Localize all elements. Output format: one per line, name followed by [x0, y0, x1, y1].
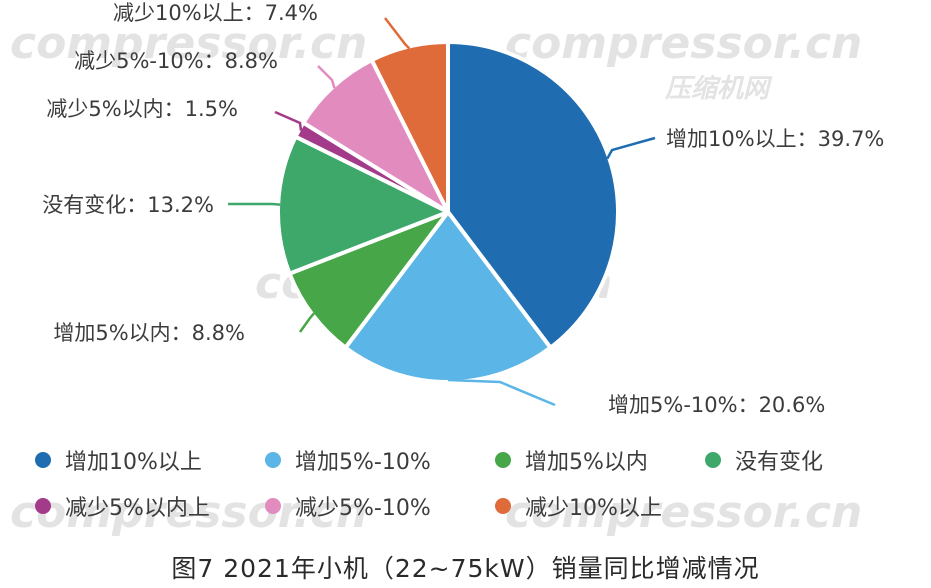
legend-label: 增加5%以内 — [525, 450, 648, 475]
watermark-text: compressor.cn — [505, 487, 863, 538]
slice-label: 增加10%以上：39.7% — [666, 127, 884, 151]
watermark-text: compressor.cn — [10, 18, 368, 69]
slice-label: 增加5%-10%：20.6% — [608, 393, 825, 417]
slice-label: 没有变化：13.2% — [42, 193, 214, 217]
leader-line — [274, 110, 303, 131]
legend-item: 增加5%以内 — [495, 444, 648, 476]
slice-label: 减少5%以内：1.5% — [46, 97, 238, 121]
legend-item: 增加5%-10% — [265, 444, 431, 476]
legend-label: 增加10%以上 — [65, 450, 202, 475]
slice-label: 减少5%-10%：8.8% — [74, 49, 278, 73]
pie-slice — [446, 40, 620, 350]
watermark: compressor.cn — [505, 487, 862, 538]
legend-item: 减少10%以上 — [495, 490, 662, 522]
legend-item: 增加10%以上 — [35, 444, 202, 476]
slice-labels: 增加10%以上：39.7% 增加5%-10%：20.6% 增加5%以内：8.8% 没有… — [42, 1, 884, 417]
slice-label: 减少10%以上：7.4% — [113, 1, 318, 25]
legend-swatch — [35, 498, 51, 514]
chart-caption: 图7 2021年小机（22~75kW）销量同比增减情况 — [171, 554, 760, 583]
pie-slices — [276, 40, 620, 384]
legend-swatch — [35, 452, 51, 468]
pie-slice — [343, 210, 553, 384]
watermark-subtext: 压缩机网 — [665, 74, 770, 104]
legend-item: 没有变化 — [705, 444, 823, 476]
legend-swatch — [265, 452, 281, 468]
watermark: compressor.cn 压缩机网 — [505, 18, 863, 104]
legend-swatch — [495, 498, 511, 514]
legend-label: 增加5%-10% — [295, 450, 431, 475]
leader-line — [298, 312, 315, 333]
watermark: compressor.cn — [10, 18, 367, 69]
legend-label: 没有变化 — [735, 450, 824, 475]
legend-label: 减少5%-10% — [295, 496, 431, 521]
watermark-text: compressor.cn — [10, 487, 368, 538]
watermark: compressor.cn — [10, 487, 367, 538]
leader-lines — [228, 17, 656, 407]
leader-line — [384, 17, 411, 50]
legend-label: 减少5%以内上 — [65, 496, 210, 521]
leader-line — [317, 65, 336, 89]
leader-line — [606, 136, 656, 160]
slice-label: 增加5%以内：8.8% — [53, 321, 245, 345]
legend-swatch — [495, 452, 511, 468]
legend-label: 减少10%以上 — [525, 496, 662, 521]
watermark-text: compressor.cn — [505, 18, 863, 69]
legend: 增加10%以上 增加5%-10% 增加5%以内 没有变化减少5%以内上 减少5%-10%… — [0, 440, 931, 530]
legend-swatch — [705, 452, 721, 468]
legend-swatch — [265, 498, 281, 514]
legend-item: 减少5%以内上 — [35, 490, 210, 522]
leader-line — [228, 202, 281, 206]
legend-item: 减少5%-10% — [265, 490, 431, 522]
leader-line — [447, 378, 556, 407]
